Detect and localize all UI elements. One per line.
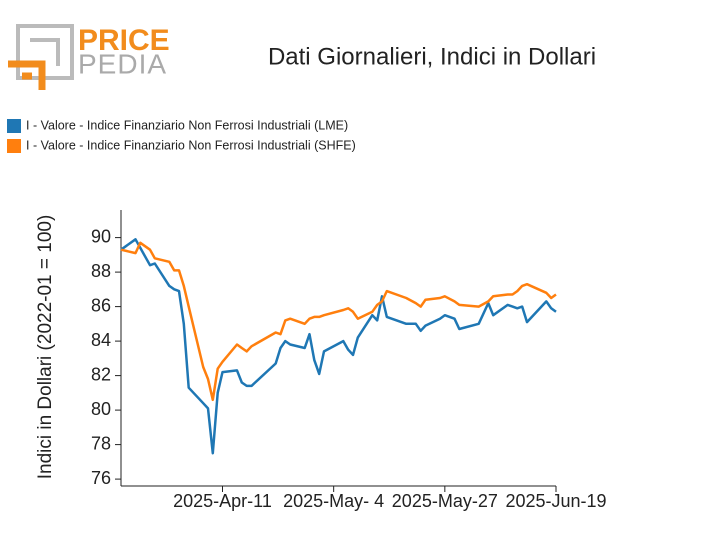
- legend-swatch: [7, 119, 21, 133]
- x-tick-label: 2025-Jun-19: [505, 491, 606, 511]
- y-tick-label: 88: [91, 261, 111, 281]
- y-tick-label: 76: [91, 468, 111, 488]
- logo-text: PRICE: [78, 24, 170, 57]
- y-tick-label: 90: [91, 226, 111, 246]
- x-tick-label: 2025-May-27: [392, 491, 498, 511]
- logo-mark: [30, 38, 60, 66]
- y-tick-label: 84: [91, 330, 111, 350]
- legend-label: I - Valore - Indice Finanziario Non Ferr…: [26, 118, 348, 132]
- series-line: [120, 241, 557, 402]
- legend-swatch: [7, 139, 21, 153]
- y-tick-label: 78: [91, 433, 111, 453]
- y-tick-label: 86: [91, 295, 111, 315]
- legend-label: I - Valore - Indice Finanziario Non Ferr…: [26, 138, 356, 152]
- x-tick-label: 2025-May- 4: [283, 491, 384, 511]
- y-tick-label: 82: [91, 364, 111, 384]
- y-axis-label: Indici in Dollari (2022-01 = 100): [35, 215, 56, 480]
- chart-title: Dati Giornalieri, Indici in Dollari: [268, 43, 596, 70]
- logo-mark: [8, 60, 46, 90]
- x-tick-label: 2025-Apr-11: [173, 491, 272, 511]
- logo-text: PEDIA: [78, 48, 167, 79]
- series-line: [120, 238, 557, 455]
- logo: PRICE PEDIA: [8, 24, 170, 90]
- y-tick-label: 80: [91, 399, 111, 419]
